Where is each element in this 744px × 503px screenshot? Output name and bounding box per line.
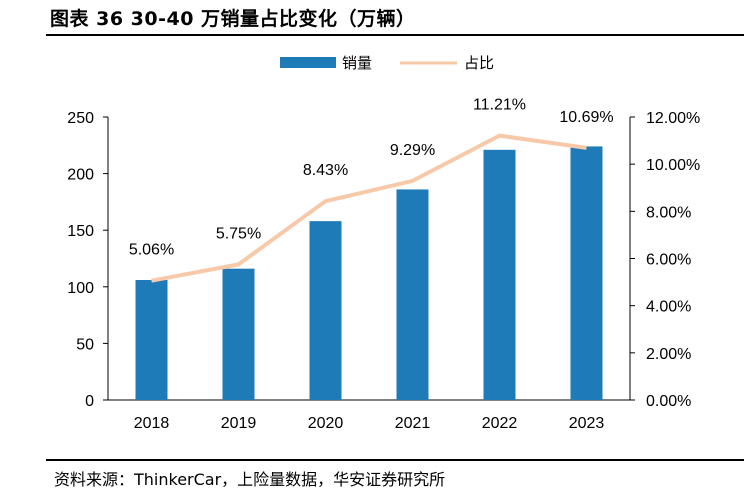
left-tick-label: 250 — [67, 110, 94, 127]
bar-2018 — [135, 280, 168, 400]
left-tick-label: 150 — [67, 223, 94, 240]
share-label-2018: 5.06% — [129, 242, 174, 259]
bar-2021 — [396, 189, 429, 400]
title-rule — [46, 34, 744, 36]
bar-2023 — [570, 146, 603, 400]
data-labels-share: 5.06% 5.75% 8.43% 9.29% 11.21% 10.69% — [129, 97, 614, 259]
left-tick-label: 50 — [76, 336, 94, 353]
share-line — [151, 133, 587, 283]
right-tick-label: 0.00% — [646, 393, 691, 410]
bar-2022 — [483, 149, 516, 400]
legend-swatch-sales — [280, 57, 336, 68]
left-y-axis: 0 50 100 150 200 250 — [67, 110, 109, 410]
left-tick-label: 200 — [67, 167, 94, 184]
right-tick-label: 6.00% — [646, 252, 691, 269]
x-tick-label: 2019 — [221, 415, 257, 432]
legend-label-share: 占比 — [464, 55, 494, 72]
x-tick-label: 2020 — [308, 415, 344, 432]
chart-title: 图表 36 30-40 万销量占比变化（万辆） — [50, 8, 416, 30]
share-label-2020: 8.43% — [303, 162, 348, 179]
share-label-2023: 10.69% — [559, 109, 613, 126]
share-label-2022: 11.21% — [473, 97, 526, 114]
x-tick-label: 2023 — [569, 415, 605, 432]
source-note: 资料来源：ThinkerCar，上险量数据，华安证券研究所 — [54, 470, 446, 489]
legend: 销量 占比 — [280, 55, 494, 72]
legend-label-sales: 销量 — [342, 55, 372, 72]
right-y-axis: 0.00% 2.00% 4.00% 6.00% 8.00% 10.00% 12.00% — [629, 110, 700, 410]
x-tick-label: 2022 — [482, 415, 518, 432]
x-tick-label: 2021 — [395, 415, 431, 432]
bar-2019 — [222, 268, 255, 400]
bar-2020 — [309, 221, 342, 400]
source-rule — [46, 459, 744, 461]
share-label-2019: 5.75% — [216, 225, 261, 242]
right-tick-label: 8.00% — [646, 204, 691, 221]
right-tick-label: 10.00% — [646, 157, 700, 174]
left-tick-label: 100 — [67, 280, 94, 297]
right-tick-label: 12.00% — [646, 110, 700, 127]
left-tick-label: 0 — [85, 393, 94, 410]
share-label-2021: 9.29% — [390, 142, 435, 159]
x-axis: 2018 2019 2020 2021 2022 2023 — [108, 399, 630, 432]
right-tick-label: 2.00% — [646, 346, 691, 363]
line-series-share — [151, 133, 587, 283]
x-tick-label: 2018 — [134, 415, 170, 432]
right-tick-label: 4.00% — [646, 299, 691, 316]
bar-series-sales — [135, 146, 603, 400]
